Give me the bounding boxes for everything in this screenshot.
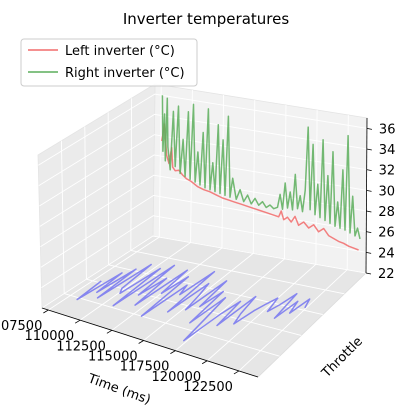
z-tick-label: 28 xyxy=(378,205,395,220)
x-tick-label: 122500 xyxy=(183,380,233,395)
legend-box xyxy=(20,38,198,87)
legend: Left inverter (°C) Right inverter (°C) xyxy=(20,38,198,87)
x-tick xyxy=(233,370,240,375)
x-tick-label: 115000 xyxy=(88,349,138,364)
grid-line-y xyxy=(130,98,133,251)
z-tick-label: 32 xyxy=(379,164,396,179)
grid-line-z xyxy=(38,93,368,166)
x-tick-label: 107500 xyxy=(0,319,42,334)
z-tick xyxy=(366,251,372,254)
z-tick-label: 36 xyxy=(379,122,396,137)
z-tick xyxy=(366,210,372,213)
series-group xyxy=(76,95,361,342)
x-tick-label: 117500 xyxy=(120,360,170,375)
grid-line-z xyxy=(39,134,367,207)
grid-line-z xyxy=(40,174,367,248)
series-line-throttle xyxy=(76,263,311,342)
grid-line-y xyxy=(60,140,65,294)
grid-line-z xyxy=(38,113,367,186)
z-tick xyxy=(366,189,372,192)
grid-line-y xyxy=(130,249,345,295)
legend-label-left-inverter: Left inverter (°C) xyxy=(65,44,175,59)
grid-line-z xyxy=(41,215,367,288)
grid-line-z xyxy=(40,194,367,268)
series-line-left-inverter-c xyxy=(161,123,359,251)
z-tick-label: 24 xyxy=(378,246,395,261)
x-tick xyxy=(43,309,49,314)
x-tick xyxy=(170,350,176,354)
x-axis-line xyxy=(41,307,259,378)
grid-line-y xyxy=(108,264,323,316)
x-tick-label: 112500 xyxy=(56,339,106,354)
z-tick-label: 22 xyxy=(378,267,395,282)
x-tick xyxy=(201,360,208,365)
z-axis: 22 24 26 28 30 32 34 36 xyxy=(365,117,396,282)
grid-line-z xyxy=(41,235,367,309)
chart-title: Inverter temperatures xyxy=(123,10,290,28)
grid-lines xyxy=(38,84,368,372)
x-tick xyxy=(106,329,113,334)
x-tick xyxy=(138,340,144,344)
x-tick-label: 120000 xyxy=(152,370,202,385)
z-tick-label: 30 xyxy=(379,184,396,199)
legend-label-right-inverter: Right inverter (°C) xyxy=(65,66,185,81)
x-tick xyxy=(74,319,81,324)
grid-line-y xyxy=(64,293,280,357)
z-tick-label: 34 xyxy=(379,143,396,158)
z-tick xyxy=(365,272,372,275)
x-axis: 1075001100001125001150001175001200001225… xyxy=(0,307,259,395)
z-axis-line xyxy=(365,117,368,274)
axes-panes xyxy=(37,83,368,378)
grid-line-y xyxy=(84,126,87,280)
z-tick xyxy=(366,127,373,130)
z-tick xyxy=(366,148,372,151)
series-line-right-inverter-c xyxy=(161,95,361,240)
y-axis-label: Throttle xyxy=(318,334,365,381)
z-tick xyxy=(366,231,372,234)
x-axis-label: Time (ms) xyxy=(85,371,153,408)
z-tick-label: 26 xyxy=(378,226,395,241)
x-tick-label: 110000 xyxy=(24,329,74,344)
z-tick xyxy=(366,169,372,172)
